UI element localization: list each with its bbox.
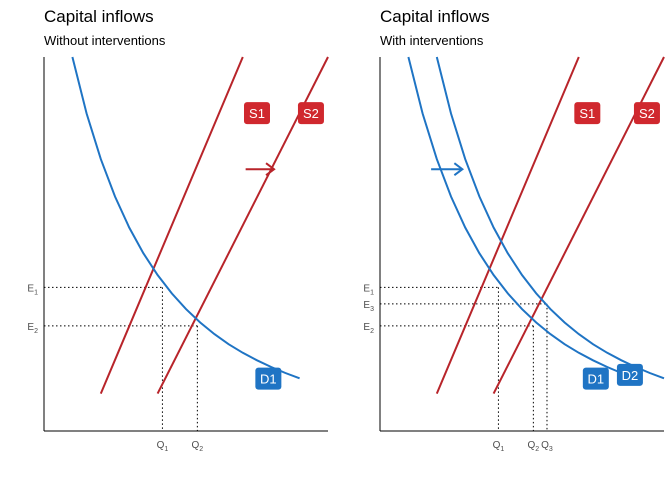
x-tick-label: Q1 — [493, 440, 505, 453]
series-badge-d1: D1 — [582, 367, 609, 390]
series-line-d1 — [71, 56, 300, 380]
series-line-d2 — [435, 56, 665, 380]
panel-title: Capital inflows — [44, 7, 154, 26]
panel-title: Capital inflows — [380, 7, 490, 26]
x-tick-label: Q3 — [541, 440, 553, 453]
series-badge-d1: D1 — [255, 367, 282, 390]
svg-text:S2: S2 — [639, 106, 655, 121]
panel-with-interventions: Capital inflows With interventions E1 E3 E… — [363, 7, 665, 453]
series-badge-d2: D2 — [616, 363, 643, 386]
shift-arrow-head — [265, 162, 276, 176]
series-badge-s2: S2 — [297, 102, 324, 125]
series-line-s1 — [99, 56, 244, 394]
y-tick-label: E1 — [363, 283, 374, 296]
y-tick-label: E2 — [363, 322, 374, 335]
svg-text:D2: D2 — [622, 368, 639, 383]
svg-text:D1: D1 — [588, 372, 605, 387]
series-line-s1 — [435, 56, 580, 394]
y-tick-label: E3 — [363, 300, 374, 313]
y-tick-label: E2 — [27, 322, 38, 335]
shift-arrow-head — [453, 162, 465, 176]
series-badge-s1: S1 — [574, 102, 601, 125]
series-badge-s2: S2 — [633, 102, 660, 125]
series-badge-s1: S1 — [244, 102, 270, 125]
x-tick-label: Q1 — [157, 440, 169, 453]
svg-text:D1: D1 — [260, 372, 277, 387]
y-tick-label: E1 — [27, 283, 38, 296]
x-tick-label: Q2 — [528, 440, 540, 453]
svg-text:S1: S1 — [249, 106, 265, 121]
panel-subtitle: With interventions — [380, 33, 484, 48]
panel-subtitle: Without interventions — [44, 33, 166, 48]
svg-text:S2: S2 — [303, 106, 319, 121]
x-tick-label: Q2 — [192, 440, 204, 453]
series-line-d1 — [407, 56, 636, 380]
panel-without-interventions: Capital inflows Without interventions E1… — [27, 7, 329, 453]
svg-text:S1: S1 — [579, 106, 595, 121]
